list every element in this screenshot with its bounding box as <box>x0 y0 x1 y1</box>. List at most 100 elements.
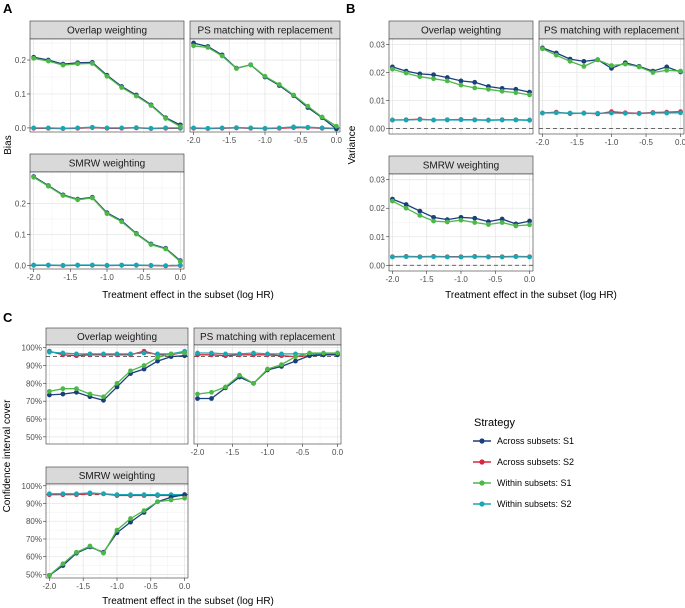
data-point <box>31 262 37 268</box>
data-point <box>168 351 174 357</box>
data-point <box>486 86 491 92</box>
data-point <box>458 254 464 260</box>
y-tick-label: 0.00 <box>369 124 385 133</box>
y-tick-label: 0.01 <box>369 96 385 105</box>
data-point <box>234 125 239 130</box>
data-point <box>133 125 139 130</box>
data-point <box>114 492 120 498</box>
data-point <box>46 349 52 355</box>
data-point <box>128 368 133 374</box>
data-point <box>60 491 66 497</box>
data-point <box>390 66 395 72</box>
legend-item: Within subsets: S2 <box>473 499 572 509</box>
x-tick-label: -2.0 <box>536 138 550 147</box>
data-point <box>472 254 478 260</box>
data-point <box>513 254 519 260</box>
data-point <box>513 223 519 229</box>
data-point <box>223 384 228 390</box>
data-point <box>60 62 66 68</box>
x-axis-title-c: Treatment effect in the subset (log HR) <box>102 596 274 607</box>
chart-panel: PS matching with replacement -2.0 -1.5 -1.0… <box>187 20 343 145</box>
chart-panel: PS matching with replacement -2.0 -1.5 -1.0… <box>536 20 685 147</box>
data-point <box>609 110 614 116</box>
data-point <box>248 125 254 131</box>
panel-title: Overlap weighting <box>421 26 501 37</box>
y-axis-title: Bias <box>3 135 14 154</box>
data-point <box>195 396 200 401</box>
data-point <box>128 351 133 357</box>
x-tick-label: -1.5 <box>420 275 434 284</box>
legend-key-point <box>479 459 485 465</box>
data-point <box>291 92 296 98</box>
y-tick-label: 70% <box>26 535 42 544</box>
data-point <box>567 110 573 116</box>
x-tick-label: -2.0 <box>27 273 41 282</box>
y-tick-label: 0.1 <box>15 90 27 99</box>
data-point <box>87 351 93 357</box>
data-point <box>74 351 79 357</box>
panel-title: SMRW weighting <box>69 159 146 170</box>
data-point <box>403 70 409 76</box>
x-tick-label: -0.5 <box>137 273 151 282</box>
data-point <box>678 110 683 116</box>
data-point <box>678 68 683 74</box>
data-point <box>499 216 505 222</box>
data-point <box>262 73 268 79</box>
data-point <box>513 117 519 123</box>
data-point <box>177 262 183 268</box>
data-point <box>237 372 242 378</box>
data-point <box>75 197 81 203</box>
y-tick-label: 90% <box>26 500 42 509</box>
x-tick-label: -1.0 <box>258 136 272 145</box>
data-point <box>390 117 395 123</box>
data-point <box>219 53 225 59</box>
y-tick-label: 80% <box>26 379 42 388</box>
y-tick-label: 0.2 <box>15 200 27 209</box>
chart-panel: SMRW weighting 50% 60% 70% 80% 90% 100% -2.0 -1.… <box>22 466 191 591</box>
data-point <box>182 350 188 356</box>
data-point <box>431 117 436 123</box>
data-point <box>595 57 601 63</box>
data-point <box>155 351 160 357</box>
data-point <box>293 354 298 359</box>
data-point <box>472 85 478 91</box>
data-point <box>119 219 125 225</box>
data-point <box>45 58 51 64</box>
data-point <box>581 110 587 116</box>
y-tick-label: 0.02 <box>369 204 385 213</box>
data-point <box>60 262 66 268</box>
data-point <box>163 263 169 269</box>
data-point <box>527 218 532 224</box>
data-point <box>87 391 93 397</box>
data-point <box>148 262 154 268</box>
data-point <box>417 208 423 214</box>
data-point <box>472 117 478 123</box>
y-tick-label: 0.1 <box>15 230 27 239</box>
data-point <box>141 492 147 498</box>
data-point <box>486 117 491 123</box>
data-point <box>486 222 491 227</box>
data-point <box>87 490 93 496</box>
y-tick-label: 50% <box>26 570 42 579</box>
data-point <box>101 397 106 403</box>
data-point <box>60 125 66 131</box>
data-point <box>163 125 169 131</box>
data-point <box>444 117 450 123</box>
data-point <box>74 386 79 392</box>
data-point <box>31 125 37 131</box>
data-point <box>581 58 587 64</box>
data-point <box>74 549 79 555</box>
data-point <box>114 380 120 386</box>
panel-title: SMRW weighting <box>423 161 500 172</box>
x-axis-title-a: Treatment effect in the subset (log HR) <box>102 290 274 301</box>
data-point <box>101 550 106 556</box>
data-point <box>472 215 478 221</box>
x-tick-label: -0.5 <box>294 136 308 145</box>
data-point <box>60 350 66 356</box>
legend-item: Across subsets: S2 <box>473 457 574 467</box>
y-tick-label: 100% <box>22 344 42 353</box>
data-point <box>319 114 325 120</box>
data-point <box>664 67 670 73</box>
data-point <box>307 350 312 356</box>
data-point <box>431 76 436 82</box>
